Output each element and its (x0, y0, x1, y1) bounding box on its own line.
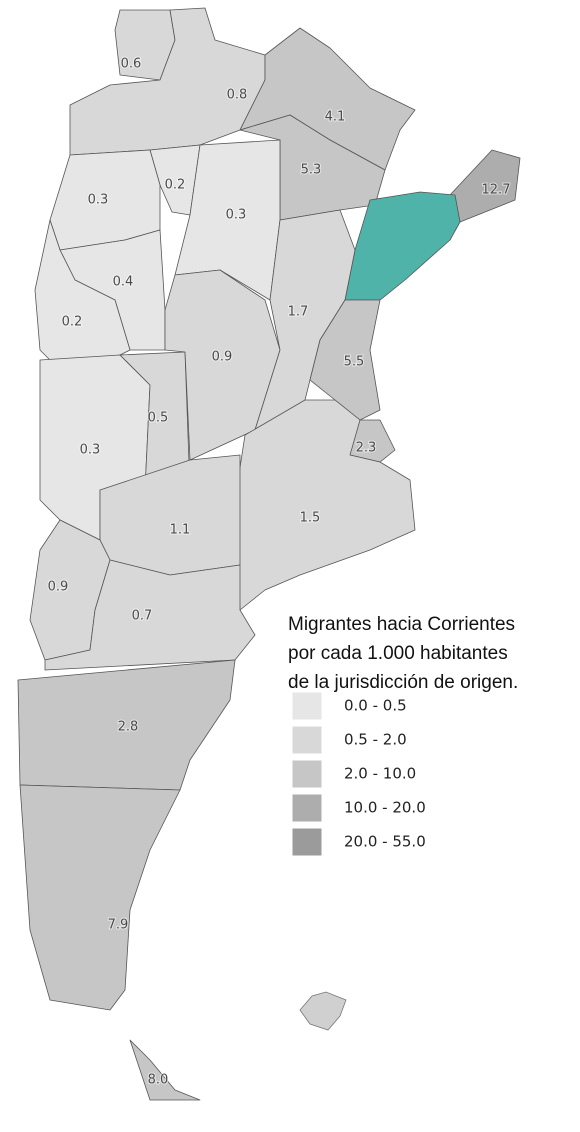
province-label: 1.5 (300, 511, 321, 526)
legend-swatch (291, 793, 323, 823)
province-label: 1.1 (170, 523, 191, 538)
province-label: 7.9 (108, 918, 129, 933)
legend-title: Migrantes hacia Corrientes (288, 614, 515, 635)
province-label: 0.8 (227, 88, 248, 103)
province-label: 5.5 (344, 355, 365, 370)
province-label: 0.6 (121, 57, 142, 72)
legend-swatch (291, 725, 323, 755)
legend-label: 0.5 - 2.0 (344, 731, 407, 749)
legend-swatch (291, 691, 323, 721)
province (164, 269, 281, 461)
province-label: 0.5 (148, 411, 169, 426)
province (129, 1039, 201, 1101)
province-label: 0.3 (88, 193, 109, 208)
province-label: 12.7 (482, 183, 511, 198)
province (239, 27, 416, 171)
legend-title: por cada 1.000 habitantes (288, 643, 508, 664)
islands (299, 991, 347, 1031)
legend-label: 10.0 - 20.0 (344, 799, 426, 817)
legend-swatch (291, 759, 323, 789)
province-label: 0.2 (62, 315, 83, 330)
province-label: 0.4 (113, 275, 134, 290)
province-label: 8.0 (148, 1073, 169, 1088)
province-label: 1.7 (288, 305, 309, 320)
province (234, 399, 416, 611)
province-label: 0.9 (212, 350, 233, 365)
legend-label: 20.0 - 55.0 (344, 833, 426, 851)
province-label: 0.7 (132, 609, 153, 624)
legend-label: 0.0 - 0.5 (344, 697, 407, 715)
province-label: 2.3 (356, 441, 377, 456)
province-label: 0.3 (226, 208, 247, 223)
province-label: 4.1 (325, 110, 346, 125)
province-label: 0.3 (80, 443, 101, 458)
legend-title: de la jurisdicción de origen. (288, 672, 518, 693)
legend-label: 2.0 - 10.0 (344, 765, 416, 783)
province (34, 219, 131, 371)
province (19, 784, 181, 1011)
province-label: 2.8 (118, 720, 139, 735)
province-label: 5.3 (301, 163, 322, 178)
province (344, 191, 461, 301)
legend-swatch (291, 827, 323, 857)
province-label: 0.9 (48, 580, 69, 595)
province-label: 0.2 (165, 178, 186, 193)
